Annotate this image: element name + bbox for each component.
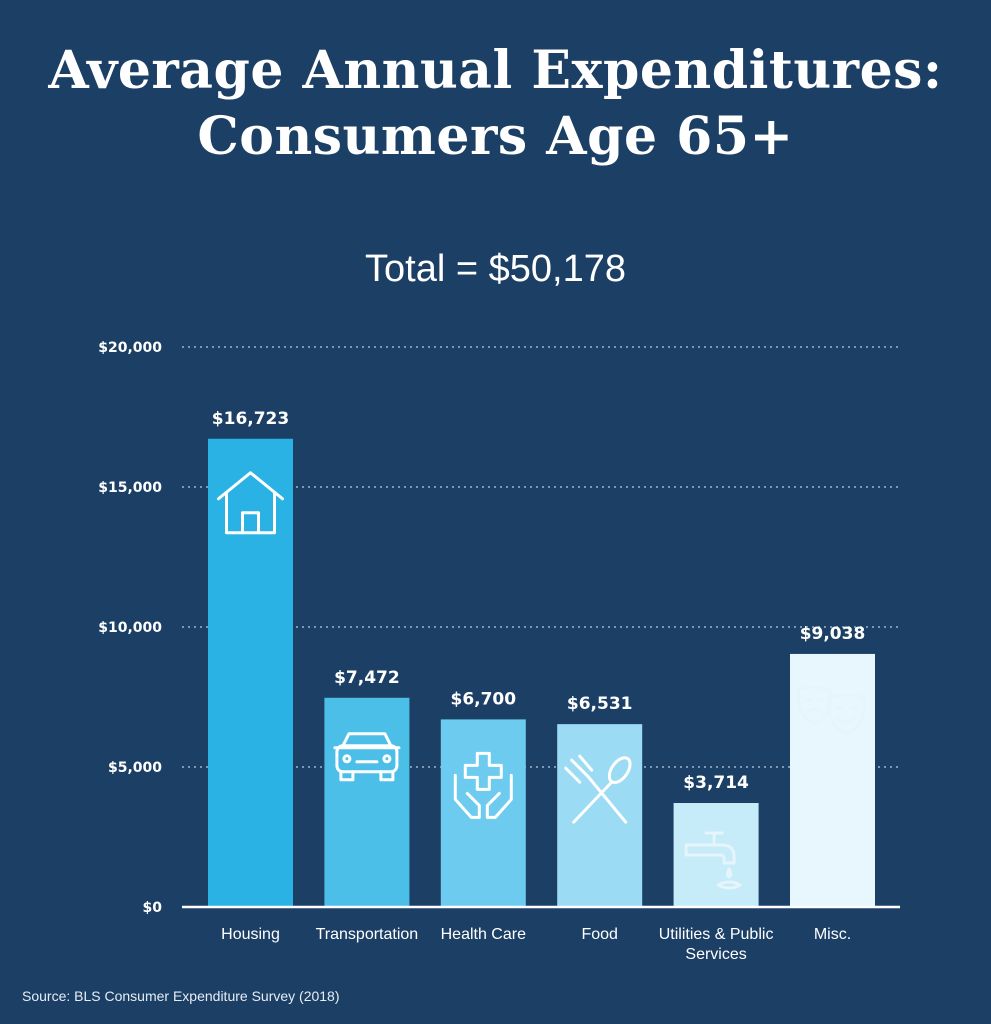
faucet-icon xyxy=(684,831,742,890)
y-tick-label: $0 xyxy=(143,900,163,916)
bar xyxy=(557,724,643,907)
bar xyxy=(440,719,526,907)
fork-spoon-icon xyxy=(564,754,632,824)
x-tick-label: Transportation xyxy=(316,926,419,943)
x-tick-label: Health Care xyxy=(441,926,526,943)
bar xyxy=(324,697,410,907)
y-tick-label: $20,000 xyxy=(98,340,162,356)
bar-value-label: $16,723 xyxy=(212,409,289,429)
chart-title-line-2: Consumers Age 65+ xyxy=(197,106,794,167)
x-tick-label: Misc. xyxy=(814,926,851,943)
bar xyxy=(790,653,875,907)
x-tick-label: Food xyxy=(581,926,617,943)
chart-title-line-1: Average Annual Expenditures: xyxy=(48,40,943,101)
theater-masks-icon xyxy=(796,685,867,736)
x-tick-label: Utilities & Public xyxy=(659,926,774,943)
bar-value-label: $3,714 xyxy=(683,773,749,793)
house-icon xyxy=(217,471,284,535)
x-tick-label: Services xyxy=(685,946,746,963)
y-tick-label: $15,000 xyxy=(98,480,162,496)
y-tick-label: $5,000 xyxy=(108,760,162,776)
health-care-icon xyxy=(453,751,513,819)
bar-value-label: $7,472 xyxy=(334,668,400,688)
x-tick-label: Housing xyxy=(221,926,280,943)
bar-value-label: $9,038 xyxy=(800,624,866,644)
car-icon xyxy=(333,732,401,782)
bar xyxy=(208,438,293,907)
chart-subtitle: Total = $50,178 xyxy=(365,248,626,290)
source-note: Source: BLS Consumer Expenditure Survey … xyxy=(22,988,340,1004)
bar-value-label: $6,531 xyxy=(567,694,633,714)
y-tick-label: $10,000 xyxy=(98,620,162,636)
chart-title: Average Annual Expenditures: Consumers A… xyxy=(0,38,991,170)
bar-value-label: $6,700 xyxy=(450,689,516,709)
